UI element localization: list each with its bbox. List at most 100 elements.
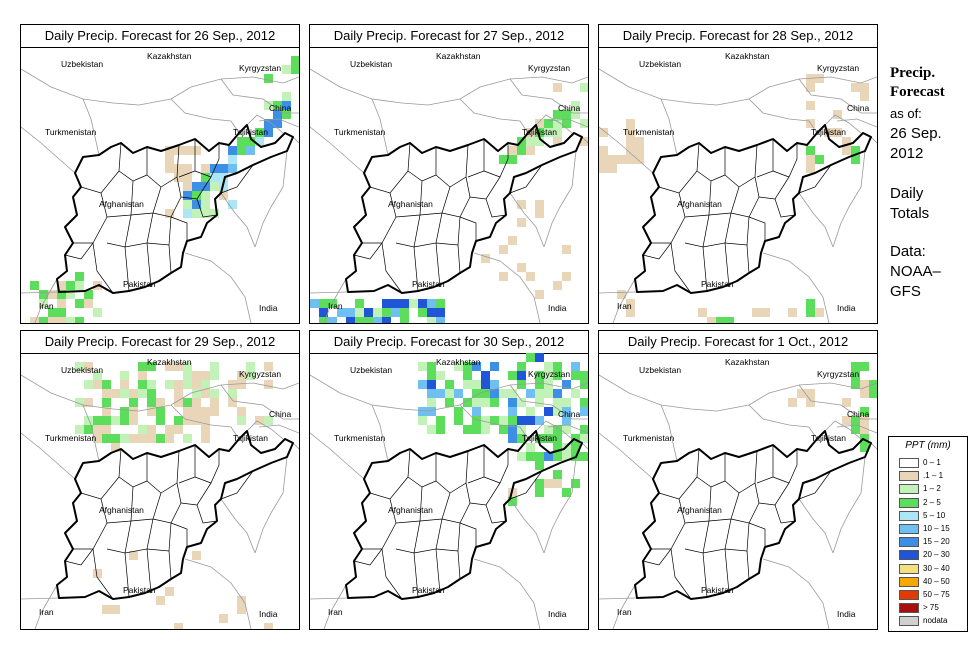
precip-cell (436, 317, 445, 323)
precip-cell (255, 137, 264, 146)
precip-cell (626, 146, 635, 155)
precip-cell (346, 317, 355, 323)
precip-cell (147, 434, 156, 443)
precip-cell (273, 110, 282, 119)
province-border (64, 548, 94, 566)
precip-cell (571, 101, 580, 110)
country-label: Kazakhstan (725, 51, 770, 61)
precip-cell (291, 56, 299, 65)
province-border (124, 212, 154, 248)
precip-cell (472, 425, 481, 434)
precip-cell (535, 479, 544, 488)
precip-cell (201, 389, 210, 398)
precip-cell (102, 389, 111, 398)
precip-cell (165, 146, 174, 155)
title-line-1: Precip. (890, 65, 936, 81)
province-border (730, 482, 760, 524)
precip-cell (526, 272, 535, 281)
country-label: Iran (39, 607, 54, 617)
precip-cell (869, 389, 877, 398)
province-border (724, 522, 750, 552)
precip-cell (210, 173, 219, 182)
precip-cell (544, 407, 553, 416)
province-border (152, 482, 182, 524)
precip-cell (237, 146, 246, 155)
country-border (543, 456, 577, 554)
precip-cell (508, 146, 517, 155)
precip-cell (436, 389, 445, 398)
legend-swatch (899, 550, 919, 561)
province-border (658, 170, 698, 194)
totals-line: Totals (890, 205, 930, 222)
province-border (772, 143, 798, 178)
precip-cell (544, 425, 553, 434)
legend-item: 40 – 50 (899, 576, 965, 587)
country-border (798, 498, 834, 554)
province-border (118, 142, 148, 182)
precip-cell (553, 407, 562, 416)
precip-cell (84, 290, 93, 299)
precip-cell (129, 389, 138, 398)
precip-cell (562, 119, 571, 128)
precip-cell (806, 398, 815, 407)
precip-cell (635, 155, 644, 164)
precip-cell (571, 443, 580, 452)
province-border (702, 212, 732, 248)
precip-cell (860, 83, 869, 92)
precip-cell (463, 362, 472, 371)
precip-cell (201, 182, 210, 191)
country-label: Kazakhstan (147, 51, 192, 61)
province-border (170, 216, 188, 241)
precip-cell (192, 416, 201, 425)
province-border (100, 486, 134, 524)
precip-cell (228, 164, 237, 173)
precip-cell (102, 605, 111, 614)
precip-map: Uzbekistan Kazakhstan Kyrgyzstan China Turkm… (599, 357, 877, 629)
precip-cell (147, 407, 156, 416)
province-border (146, 522, 172, 552)
precip-cell (526, 137, 535, 146)
province-border (196, 504, 218, 524)
precip-cell (418, 308, 427, 317)
precip-cell (544, 362, 553, 371)
precip-cell (797, 389, 806, 398)
country-label: Pakistan (412, 585, 445, 595)
country-border (21, 68, 299, 106)
precip-cell (201, 425, 210, 434)
precip-cell (291, 65, 299, 74)
province-border (180, 482, 212, 506)
precip-cell (192, 389, 201, 398)
precip-cell (463, 371, 472, 380)
country-label: Pakistan (701, 279, 734, 289)
country-border (220, 192, 256, 248)
country-border (581, 442, 588, 450)
precip-cell (508, 497, 517, 506)
country-border (310, 432, 365, 480)
precip-cell (535, 137, 544, 146)
precip-cell (264, 74, 273, 83)
precip-cell (156, 407, 165, 416)
precip-cell (165, 380, 174, 389)
precip-cell (129, 407, 138, 416)
precip-cell (120, 380, 129, 389)
province-border (774, 504, 796, 524)
precip-cell (282, 101, 291, 110)
precip-cell (57, 290, 66, 299)
province-border (459, 216, 477, 241)
legend-item: 1 – 2 (899, 483, 965, 495)
precip-cell (860, 389, 869, 398)
legend-item: 50 – 75 (899, 589, 965, 600)
precip-cell (535, 389, 544, 398)
precip-cell (463, 380, 472, 389)
province-border (696, 142, 726, 182)
ppt-legend: PPT (mm) 0 – 1 .1 – 1 1 – 2 2 – 5 5 – 10 10 –… (888, 436, 968, 632)
precip-cell (580, 398, 588, 407)
country-border (824, 114, 862, 134)
precip-cell (165, 155, 174, 164)
precip-cell (418, 416, 427, 425)
precip-cell (102, 380, 111, 389)
country-label: Tajikistan (233, 127, 268, 137)
country-border (870, 442, 877, 450)
as-of-year: 2012 (890, 145, 924, 162)
province-border (124, 518, 154, 554)
